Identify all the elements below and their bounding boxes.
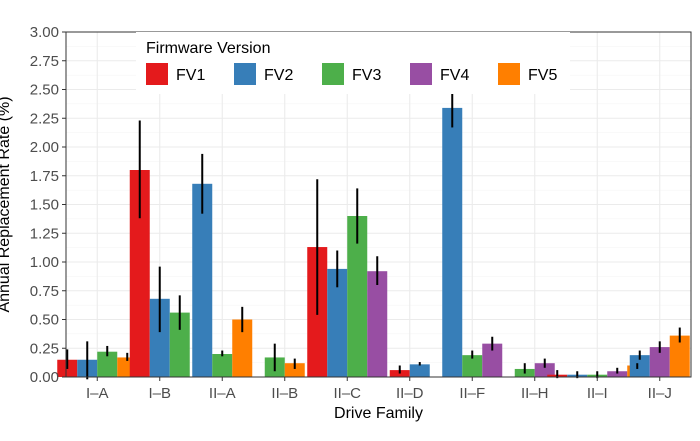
legend-label-fv3: FV3 xyxy=(352,67,381,84)
bar-fv2 xyxy=(327,268,348,377)
y-axis: 0.00 0.25 0.50 0.75 1.00 1.25 1.50 1.75 2.00 2.25… xyxy=(30,24,66,386)
bar-fv3 xyxy=(212,354,233,377)
y-tick-label: 1.50 xyxy=(30,197,59,214)
bar-fv1 xyxy=(129,170,150,377)
bar-fv3 xyxy=(462,355,483,377)
bar-fv2 xyxy=(442,107,463,378)
legend-swatch-fv2 xyxy=(234,63,256,85)
y-tick-label: 2.75 xyxy=(30,53,59,70)
bar-fv5 xyxy=(232,319,253,377)
y-tick-label: 0.25 xyxy=(30,340,59,357)
legend-label-fv4: FV4 xyxy=(440,67,469,84)
bar-fv4 xyxy=(534,363,555,377)
bar-fv2 xyxy=(149,298,170,377)
legend-title: Firmware Version xyxy=(146,40,270,57)
error-bars-layer xyxy=(66,88,681,380)
x-tick-label: II–J xyxy=(648,385,672,402)
y-tick-label: 1.00 xyxy=(30,254,59,271)
bar-fv5 xyxy=(669,335,690,377)
bar-fv2 xyxy=(192,183,213,377)
legend-label-fv1: FV1 xyxy=(176,67,205,84)
bar-fv5 xyxy=(284,363,305,377)
y-tick-label: 1.75 xyxy=(30,168,59,185)
y-tick-label: 3.00 xyxy=(30,24,59,41)
legend-swatch-fv4 xyxy=(410,63,432,85)
y-axis-title: Annual Replacement Rate (%) xyxy=(0,96,13,312)
y-tick-label: 2.00 xyxy=(30,139,59,156)
bar-fv3 xyxy=(169,312,190,377)
legend-swatch-fv1 xyxy=(146,63,168,85)
x-tick-label: II–F xyxy=(459,385,485,402)
legend: Firmware Version FV1 FV2 FV3 FV4 FV5 xyxy=(136,32,570,94)
bar-fv3 xyxy=(347,216,368,377)
bar-fv2 xyxy=(629,355,650,377)
x-axis: I–A I–B II–A II–B II–C II–D II–F II–H II–I II–J xyxy=(86,377,672,402)
legend-swatch-fv3 xyxy=(322,63,344,85)
x-tick-label: I–B xyxy=(148,385,171,402)
legend-background xyxy=(136,32,570,94)
legend-label-fv5: FV5 xyxy=(528,67,557,84)
y-tick-label: 0.50 xyxy=(30,312,59,329)
y-tick-label: 1.25 xyxy=(30,225,59,242)
x-tick-label: I–A xyxy=(86,385,109,402)
bar-fv2 xyxy=(409,364,430,377)
x-tick-label: II–D xyxy=(396,385,424,402)
y-tick-label: 2.25 xyxy=(30,110,59,127)
legend-swatch-fv5 xyxy=(498,63,520,85)
bar-fv4 xyxy=(607,371,628,377)
legend-label-fv2: FV2 xyxy=(264,67,293,84)
bar-fv4 xyxy=(367,271,388,377)
x-axis-title: Drive Family xyxy=(334,405,423,422)
x-tick-label: II–H xyxy=(521,385,549,402)
bar-fv3 xyxy=(97,351,118,377)
x-tick-label: II–C xyxy=(333,385,361,402)
y-tick-label: 0.75 xyxy=(30,283,59,300)
bar-fv4 xyxy=(482,343,503,377)
x-tick-label: II–I xyxy=(587,385,608,402)
y-tick-label: 0.00 xyxy=(30,369,59,386)
x-tick-label: II–B xyxy=(271,385,298,402)
x-tick-label: II–A xyxy=(209,385,236,402)
y-tick-label: 2.50 xyxy=(30,82,59,99)
bar-fv4 xyxy=(649,347,670,377)
